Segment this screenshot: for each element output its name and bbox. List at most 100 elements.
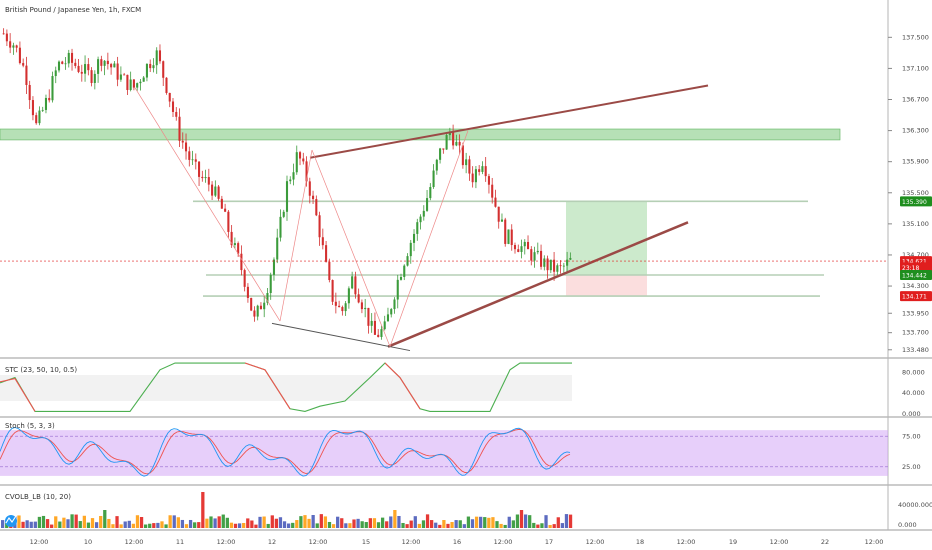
lower-trend-line (387, 221, 689, 348)
volume-bar (528, 515, 532, 528)
candle-body (220, 198, 223, 209)
volume-bar (405, 524, 409, 528)
candle-body (494, 197, 497, 207)
candle-body (204, 177, 207, 179)
candle-body (103, 60, 106, 66)
candle-body (504, 219, 507, 244)
grid-layer (0, 0, 932, 531)
candle-body (357, 294, 360, 303)
candle-body (497, 206, 500, 222)
candle-body (566, 259, 569, 266)
candle-body (243, 270, 246, 287)
candle-body (214, 186, 217, 196)
time-tick-label: 19 (729, 538, 737, 546)
volume-bar (274, 518, 279, 528)
stoch-k-line (0, 426, 571, 477)
candle-body (478, 169, 481, 172)
candle-body (266, 293, 269, 303)
candle-body (129, 79, 132, 90)
candle-body (54, 70, 57, 77)
upper-trend-line (309, 84, 709, 159)
candle-body (305, 161, 308, 182)
candle-body (57, 61, 61, 71)
volume-bar (233, 523, 238, 528)
candle-body (64, 63, 67, 65)
trend-lines-layer (0, 84, 888, 352)
time-tick-label: 12:00 (217, 538, 236, 546)
stc-tick-label: 80.000 (902, 368, 925, 376)
stoch-band (0, 430, 888, 476)
volume-bar (1, 520, 5, 528)
candle-body (119, 74, 122, 80)
volume-bar (209, 516, 213, 528)
price-tick-label: 136.300 (902, 127, 929, 135)
volume-bar (564, 514, 569, 528)
volume-bar (266, 523, 270, 528)
candle-body (338, 305, 341, 308)
candle-body (530, 249, 533, 261)
candle-body (315, 199, 318, 216)
candle-body (77, 65, 80, 72)
volume-bar (176, 517, 180, 528)
stc-pane: 80.000 40.000 0.000 (0, 362, 925, 418)
volume-bar (54, 516, 58, 528)
candle-body (84, 64, 87, 74)
candle-body (292, 172, 295, 180)
candle-body (543, 258, 546, 267)
candle-body (328, 261, 331, 281)
volume-bar (491, 517, 495, 528)
price-tag (900, 196, 932, 207)
volume-bar (474, 516, 479, 528)
candle-body (429, 187, 432, 199)
volume-bar (213, 518, 217, 528)
price-tag-label: 134.442 (902, 273, 927, 280)
price-tick-label: 133.700 (902, 329, 929, 337)
time-tick-label: 11 (176, 538, 184, 546)
volume-bar (299, 516, 303, 528)
volume-bar (372, 518, 377, 528)
volume-bar (41, 515, 46, 528)
volume-bar (417, 523, 422, 528)
candle-body (44, 97, 48, 110)
stc-tick-label: 40.000 (902, 389, 925, 397)
volume-bar (487, 517, 491, 528)
candle-body (233, 243, 236, 246)
candle-body (253, 310, 256, 317)
volume-bar (442, 520, 446, 528)
candle-body (28, 84, 31, 101)
candle-body (9, 41, 12, 48)
zigzag-line (279, 149, 313, 322)
time-tick-label: 15 (362, 538, 370, 546)
candle-body (351, 276, 354, 289)
candle-body (403, 265, 406, 277)
volume-bar (180, 519, 185, 528)
candle-body (194, 159, 197, 162)
candle-body (276, 237, 279, 260)
candle-body (412, 233, 416, 243)
candle-body (227, 211, 230, 232)
stoch-tick-label: 75.00 (902, 432, 921, 440)
candle-body (399, 276, 403, 280)
volume-bar (331, 524, 336, 528)
time-tick-label: 12:00 (494, 538, 513, 546)
candles-layer (2, 28, 572, 340)
volume-bar (556, 517, 560, 528)
candle-body (93, 73, 96, 83)
volume-bar (470, 519, 475, 528)
volume-bar (380, 517, 385, 528)
candle-body (562, 265, 565, 267)
time-tick-label: 10 (84, 538, 92, 546)
volume-bar (262, 516, 266, 528)
volume-bar (193, 522, 197, 528)
volume-bar (397, 515, 401, 528)
volume-bar (135, 515, 140, 528)
candle-body (184, 142, 188, 152)
volume-bar (123, 521, 127, 528)
volume-bar (462, 524, 466, 528)
zigzag-line (311, 149, 391, 347)
candle-body (468, 159, 471, 174)
candle-body (556, 265, 559, 272)
candle-body (168, 92, 171, 102)
